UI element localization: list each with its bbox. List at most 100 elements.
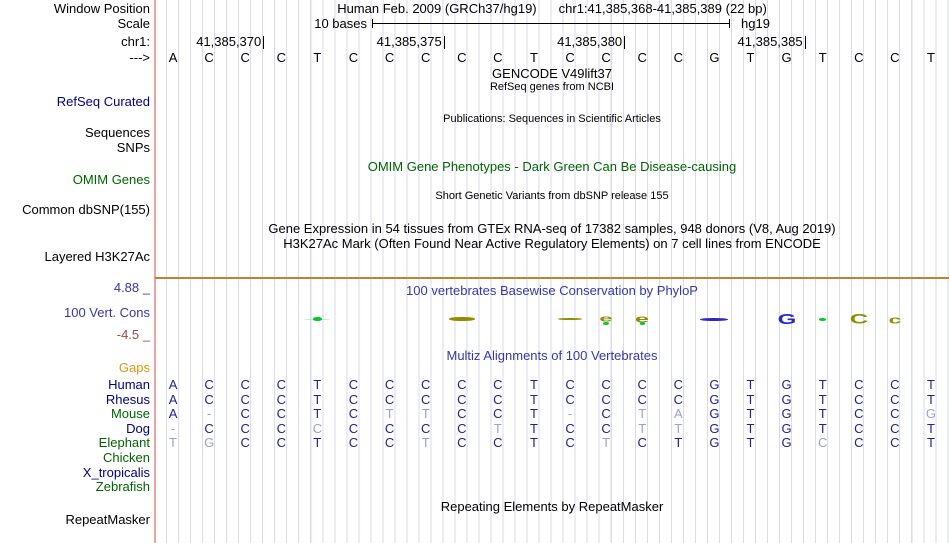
position-range: chr1:41,385,368-41,385,389 (22 bp) — [558, 1, 767, 16]
conservation-letter: e — [599, 313, 613, 324]
sequence-base: C — [493, 50, 503, 65]
alignment-base: T — [529, 377, 538, 392]
ruler-tick-label: 41,385,380 — [557, 34, 623, 49]
alignment-base: C — [565, 420, 575, 436]
alignment-base: T — [818, 377, 827, 392]
track-label-layered-h3k27ac[interactable]: Layered H3K27Ac — [44, 249, 150, 264]
track-label-repeatmasker[interactable]: RepeatMasker — [65, 512, 150, 527]
alignment-base: C — [854, 406, 864, 422]
track-label-common-dbsnp[interactable]: Common dbSNP(155) — [22, 202, 150, 217]
species-label-dog[interactable]: Dog — [126, 420, 150, 436]
species-label-chicken[interactable]: Chicken — [103, 450, 150, 465]
alignment-base: C — [637, 377, 647, 392]
species-label-rhesus[interactable]: Rhesus — [105, 391, 150, 407]
alignment-base: T — [602, 435, 611, 451]
track-label-omim-genes[interactable]: OMIM Genes — [72, 172, 150, 187]
conservation-letter: c — [888, 312, 902, 326]
track-title-multiz[interactable]: Multiz Alignments of 100 Vertebrates — [446, 348, 658, 363]
alignment-base: G — [709, 406, 720, 422]
track-title-dbsnp[interactable]: Short Genetic Variants from dbSNP releas… — [435, 190, 669, 202]
sequence-base: T — [529, 50, 538, 65]
alignment-base: C — [240, 435, 250, 451]
track-label-100-vert-cons[interactable]: 100 Vert. Cons — [64, 305, 150, 320]
alignment-base: T — [926, 420, 935, 436]
alignment-base: G — [781, 377, 792, 392]
alignment-base: C — [854, 377, 864, 392]
track-title-refseq-sub[interactable]: RefSeq genes from NCBI — [489, 81, 615, 93]
sequence-base: G — [781, 50, 792, 65]
track-grid-background[interactable] — [155, 0, 949, 543]
alignment-base: C — [854, 391, 864, 407]
alignment-base: G — [204, 435, 215, 451]
species-label-x_tropicalis[interactable]: X_tropicalis — [82, 464, 150, 480]
track-title-gtex[interactable]: Gene Expression in 54 tissues from GTEx … — [268, 221, 836, 236]
alignment-base: C — [276, 435, 286, 451]
track-title-omim[interactable]: OMIM Gene Phenotypes - Dark Green Can Be… — [367, 159, 737, 174]
alignment-base: C — [312, 420, 323, 436]
alignment-base: C — [276, 391, 286, 407]
alignment-base: T — [313, 406, 322, 422]
sequence-base: T — [313, 50, 322, 65]
alignment-base: C — [384, 391, 395, 407]
alignment-base: C — [890, 377, 900, 392]
sequence-base: C — [384, 50, 395, 65]
ruler-tick — [624, 36, 626, 49]
ruler-tick — [443, 36, 445, 49]
alignment-base: C — [348, 435, 359, 451]
species-label-zebrafish[interactable]: Zebrafish — [95, 479, 150, 495]
alignment-base: G — [709, 420, 720, 436]
alignment-base: C — [384, 377, 395, 392]
alignment-base: C — [854, 435, 864, 451]
sequence-base: C — [457, 50, 467, 65]
sequence-base: C — [204, 50, 214, 65]
alignment-base: C — [854, 420, 864, 436]
track-title-gencode[interactable]: GENCODE V49lift37 — [492, 66, 612, 81]
alignment-base: C — [673, 377, 683, 392]
track-title-publications[interactable]: Publications: Sequences in Scientific Ar… — [443, 113, 661, 125]
strand-arrow[interactable]: ---> — [129, 50, 150, 65]
conservation-letter: G — [777, 310, 796, 328]
label-window-position: Window Position — [53, 1, 150, 16]
alignment-base: A — [168, 406, 178, 422]
sequence-base: C — [890, 50, 900, 65]
window-boundary-line — [154, 0, 156, 543]
h3k27ac-track-line[interactable] — [155, 277, 949, 279]
alignment-base: T — [926, 435, 935, 451]
cons-axis-min: -4.5 _ — [116, 327, 150, 342]
ruler-tick-label: 41,385,375 — [376, 34, 442, 49]
alignment-base: G — [781, 391, 792, 407]
alignment-base: G — [781, 420, 792, 436]
alignment-base: G — [925, 406, 937, 422]
sequence-base: C — [420, 50, 431, 65]
sequence-base: C — [240, 50, 250, 65]
alignment-base: C — [637, 391, 647, 407]
sequence-base: A — [168, 50, 178, 65]
alignment-base: C — [565, 391, 575, 407]
alignment-base: T — [638, 420, 647, 436]
alignment-base: C — [890, 435, 900, 451]
track-label-refseq-curated[interactable]: RefSeq Curated — [56, 94, 150, 109]
scale-bar — [372, 19, 730, 28]
species-label-mouse[interactable]: Mouse — [110, 406, 150, 422]
track-title-phylop[interactable]: 100 vertebrates Basewise Conservation by… — [406, 283, 698, 298]
alignment-base: T — [529, 391, 538, 407]
multiz-row-label-gaps[interactable]: Gaps — [118, 360, 150, 375]
alignment-base: A — [168, 391, 178, 407]
alignment-base: T — [674, 420, 683, 436]
conservation-mark — [603, 321, 610, 325]
alignment-base: T — [313, 391, 322, 407]
conservation-mark — [448, 317, 475, 321]
species-label-human[interactable]: Human — [108, 377, 150, 392]
alignment-base: - — [206, 406, 212, 422]
species-label-elephant[interactable]: Elephant — [98, 435, 150, 451]
track-title-h3k27ac[interactable]: H3K27Ac Mark (Often Found Near Active Re… — [283, 236, 821, 251]
alignment-base: T — [746, 420, 755, 436]
track-label-sequences[interactable]: Sequences — [84, 125, 150, 140]
sequence-base: C — [854, 50, 864, 65]
alignment-base: C — [348, 377, 359, 392]
track-label-snps[interactable]: SNPs — [116, 140, 150, 155]
alignment-base: G — [709, 377, 720, 392]
conservation-letter: e — [635, 312, 650, 326]
track-title-repeatmasker[interactable]: Repeating Elements by RepeatMasker — [440, 499, 664, 514]
